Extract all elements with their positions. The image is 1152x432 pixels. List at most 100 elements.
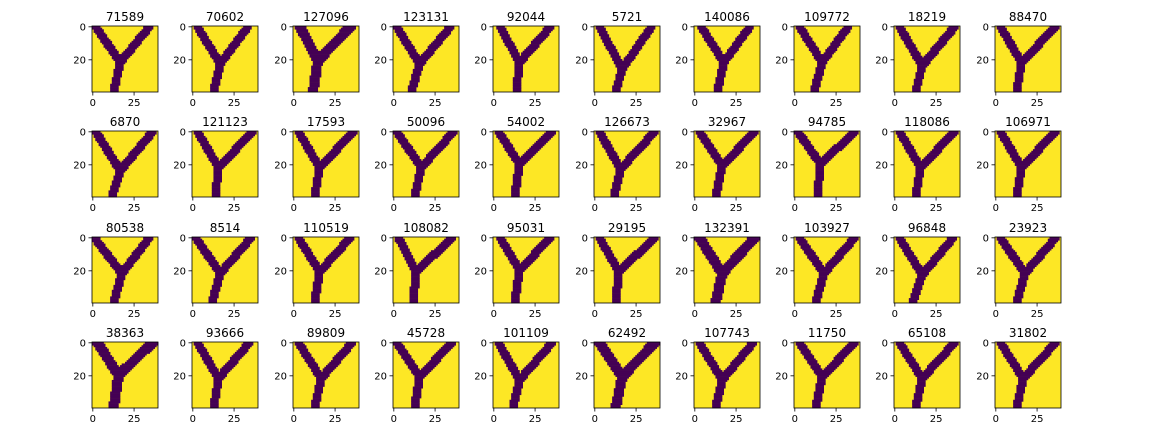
pixel-run xyxy=(396,34,407,37)
pixel-run xyxy=(812,299,821,302)
pixel-run xyxy=(121,160,134,163)
pixel-run xyxy=(210,403,219,405)
y-tick-label: 0 xyxy=(983,127,989,138)
y-tick-label: 0 xyxy=(782,22,788,33)
pixel-run xyxy=(718,60,729,63)
pixel-run xyxy=(530,250,543,253)
pixel-run xyxy=(507,368,519,371)
pixel-run xyxy=(905,150,916,153)
pixel-run xyxy=(700,246,713,249)
pixel-run xyxy=(106,49,118,52)
pixel-run xyxy=(394,135,405,138)
pixel-run xyxy=(316,383,325,386)
pixel-run xyxy=(1004,356,1016,359)
pixel-run xyxy=(113,378,124,381)
pixel-run xyxy=(698,30,710,33)
pixel-run xyxy=(917,274,928,277)
pixel-run xyxy=(532,39,545,42)
pixel-run xyxy=(409,80,420,83)
pixel-run xyxy=(610,265,631,267)
pixel-run xyxy=(996,342,1006,344)
pixel-run xyxy=(1039,140,1052,143)
pixel-run xyxy=(612,87,621,89)
pixel-run xyxy=(915,278,926,281)
pixel-run xyxy=(126,258,139,261)
y-shape xyxy=(895,237,957,304)
y-shape xyxy=(996,26,1060,93)
pixel-run xyxy=(129,255,141,258)
pixel-run xyxy=(815,384,824,387)
pixel-run xyxy=(324,366,337,369)
pixel-run xyxy=(92,238,101,241)
pixel-run xyxy=(998,29,1007,32)
pixel-run xyxy=(231,253,242,256)
pixel-run xyxy=(330,360,342,363)
pixel-run xyxy=(332,37,347,40)
pixel-run xyxy=(411,399,420,402)
pixel-run xyxy=(703,253,716,256)
pixel-run xyxy=(903,40,913,43)
pixel-run xyxy=(998,241,1009,244)
pixel-run xyxy=(600,140,611,143)
pixel-run xyxy=(193,240,204,243)
pixel-run xyxy=(707,361,718,364)
y-shape xyxy=(394,237,456,304)
pixel-run xyxy=(115,278,126,281)
pixel-run xyxy=(1013,301,1022,304)
pixel-run xyxy=(813,180,823,183)
pixel-run xyxy=(595,345,608,348)
pixel-run xyxy=(401,356,412,359)
pixel-run xyxy=(509,155,520,158)
pixel-run xyxy=(502,144,514,147)
pixel-run xyxy=(628,361,643,364)
pixel-run xyxy=(95,245,106,248)
pixel-run xyxy=(213,180,222,183)
pixel-run xyxy=(210,291,219,294)
pixel-run xyxy=(113,268,131,271)
pixel-run xyxy=(713,284,724,287)
pixel-run xyxy=(494,343,505,346)
pixel-run xyxy=(314,170,323,173)
pixel-run xyxy=(399,246,409,249)
pixel-run xyxy=(205,47,216,50)
x-tick-label: 25 xyxy=(228,98,241,109)
pixel-run xyxy=(835,253,846,256)
pixel-run xyxy=(800,34,810,37)
pixel-run xyxy=(113,73,122,76)
pixel-run xyxy=(301,248,312,251)
pixel-run xyxy=(311,65,322,68)
pixel-run xyxy=(311,406,320,409)
pixel-run xyxy=(603,358,618,361)
pixel-run xyxy=(1016,165,1029,168)
pixel-run xyxy=(324,260,335,263)
pixel-run xyxy=(903,253,915,256)
pixel-run xyxy=(302,147,314,150)
pixel-run xyxy=(111,388,122,391)
pixel-run xyxy=(311,67,322,70)
pixel-run xyxy=(393,27,404,30)
pixel-run xyxy=(512,183,522,186)
pixel-run xyxy=(1042,245,1055,248)
pixel-run xyxy=(309,366,320,369)
pixel-run xyxy=(812,399,823,402)
pixel-run xyxy=(100,39,111,42)
pixel-run xyxy=(206,154,216,157)
pixel-run xyxy=(898,243,910,246)
pixel-run xyxy=(643,137,654,140)
pixel-run xyxy=(1044,348,1055,351)
pixel-run xyxy=(833,356,846,359)
pixel-run xyxy=(211,193,221,196)
pixel-run xyxy=(407,50,417,53)
pixel-run xyxy=(712,404,721,407)
pixel-run xyxy=(940,351,951,354)
pixel-run xyxy=(1018,281,1027,284)
pixel-run xyxy=(641,243,654,246)
pixel-run xyxy=(813,188,823,191)
pixel-run xyxy=(794,131,803,133)
pixel-run xyxy=(412,391,422,394)
pixel-run xyxy=(728,365,739,368)
pixel-run xyxy=(514,63,523,66)
pixel-run xyxy=(211,396,221,399)
pixel-run xyxy=(312,289,322,292)
